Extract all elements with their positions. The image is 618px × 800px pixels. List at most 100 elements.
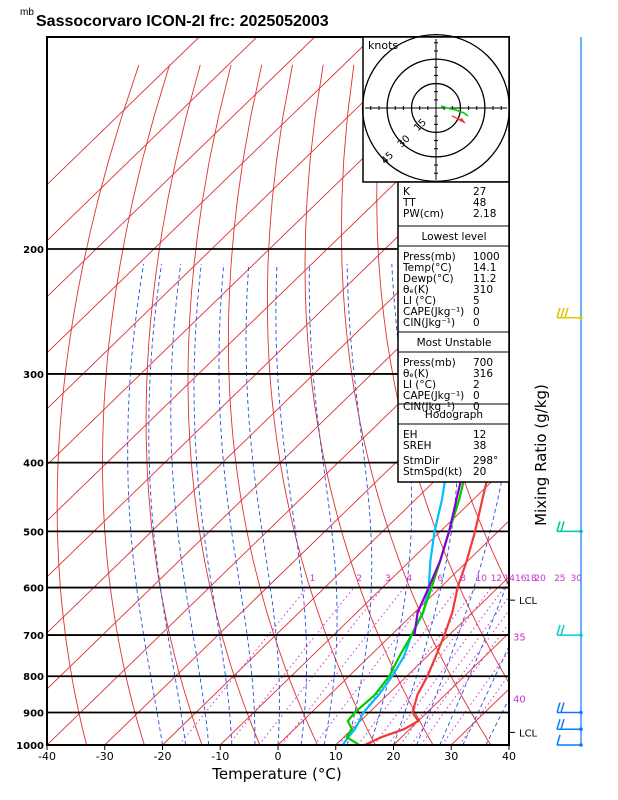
moist-adiabat xyxy=(508,744,509,745)
mixing-ratio-label: 16 xyxy=(515,574,527,584)
isotherm-line xyxy=(277,520,509,745)
mixing-ratio-label: 10 xyxy=(475,574,487,584)
mixing-ratio-label: 4 xyxy=(406,574,412,584)
index-label: TT xyxy=(402,197,416,209)
dry-adiabat xyxy=(56,64,140,745)
hodograph-title: knots xyxy=(368,39,398,52)
right-axis-title: Mixing Ratio (g/kg) xyxy=(532,384,550,526)
dry-adiabat xyxy=(507,64,509,131)
param-value: 298° xyxy=(473,455,498,467)
moist-adiabat xyxy=(193,263,233,745)
mixing-ratio-label: 1 xyxy=(310,574,316,584)
isotherm-line xyxy=(47,37,431,410)
mixing-ratio-line xyxy=(228,587,355,745)
wind-barb-flag xyxy=(556,702,561,713)
height-label: 35 xyxy=(513,632,526,643)
pressure-unit-label: mb xyxy=(20,7,34,18)
dry-adiabat xyxy=(376,64,509,684)
isotherm-line xyxy=(47,37,316,298)
param-label: StmSpd(kt) xyxy=(403,466,462,478)
right-margin-labels: LCL LCL 35 40 xyxy=(509,596,538,739)
mixing-ratio-label: 3 xyxy=(385,574,391,584)
x-tick-label: -40 xyxy=(38,750,56,763)
mixing-ratio-line xyxy=(178,587,308,745)
mixing-ratio-label: 18 xyxy=(525,574,537,584)
moist-adiabat xyxy=(127,263,163,745)
x-axis-title: Temperature (°C) xyxy=(211,765,341,783)
index-label: K xyxy=(403,186,411,198)
moist-adiabat xyxy=(148,263,187,745)
x-tick-label: -10 xyxy=(211,750,229,763)
index-value: 27 xyxy=(473,186,486,198)
section-title: Lowest level xyxy=(421,231,486,243)
x-tick-label: 30 xyxy=(444,750,458,763)
pressure-tick-label: 800 xyxy=(23,672,44,683)
isotherm-line xyxy=(47,37,200,186)
x-tick-label: -30 xyxy=(96,750,114,763)
pressure-tick-label: 600 xyxy=(23,584,44,595)
moist-adiabat xyxy=(416,263,509,745)
parameter-table: K 27 TT 48 PW(cm) 2.18 Lowest level Press(mb) 10… xyxy=(397,181,510,483)
lcl-label: LCL xyxy=(519,596,538,607)
param-label: EH xyxy=(403,429,418,441)
param-value: 5 xyxy=(473,295,480,307)
dry-adiabat xyxy=(187,64,261,745)
isotherm-line xyxy=(47,37,258,242)
moist-adiabat xyxy=(170,263,210,745)
section-title: Most Unstable xyxy=(417,337,492,349)
param-value: 316 xyxy=(473,368,493,380)
wind-barb xyxy=(556,521,583,534)
param-label: Press(mb) xyxy=(403,357,456,369)
moist-adiabat xyxy=(275,263,308,745)
x-tick-label: 0 xyxy=(275,750,282,763)
param-value: 38 xyxy=(473,440,486,452)
mixing-ratio-label: 20 xyxy=(534,574,546,584)
param-value: 20 xyxy=(473,466,486,478)
param-value: 11.2 xyxy=(473,273,496,285)
mixing-ratio-line xyxy=(281,587,405,745)
wind-barb-flag xyxy=(560,624,565,636)
wind-barb-flag xyxy=(556,624,561,636)
wind-barb-flag xyxy=(556,734,561,746)
hodograph-trace xyxy=(440,105,469,117)
wind-barb-flag xyxy=(556,521,561,532)
index-label: PW(cm) xyxy=(403,208,444,220)
param-label: Press(mb) xyxy=(403,251,456,263)
x-tick-label: 10 xyxy=(329,750,343,763)
wind-barb-flag xyxy=(560,702,565,713)
wind-barb-flag xyxy=(564,307,569,318)
wind-barb-flag xyxy=(556,718,561,730)
wind-barb-dot xyxy=(579,529,583,534)
param-label: LI (°C) xyxy=(403,295,436,307)
moist-adiabat xyxy=(369,263,413,745)
wind-barb-flag xyxy=(560,307,565,318)
mixing-ratio-label: 14 xyxy=(504,574,516,584)
dry-adiabat xyxy=(102,64,171,745)
storm-motion-line xyxy=(451,115,464,122)
mixing-ratio-line xyxy=(420,622,509,745)
param-value: 310 xyxy=(473,284,493,296)
thermo-background xyxy=(47,37,509,745)
x-tick-label: -20 xyxy=(154,750,172,763)
pressure-tick-label: 200 xyxy=(23,245,44,256)
wind-barbs xyxy=(556,37,583,747)
pressure-tick-label: 500 xyxy=(23,527,44,538)
pressure-tick-label: 900 xyxy=(23,709,44,720)
mixing-ratio-label: 6 xyxy=(437,574,443,584)
wind-barb-dot xyxy=(579,315,583,320)
param-label: θₑ(K) xyxy=(403,284,429,296)
param-label: CIN(Jkg⁻¹) xyxy=(403,317,455,329)
x-tick-label: 40 xyxy=(502,750,516,763)
param-label: CAPE(Jkg⁻¹) xyxy=(403,306,464,318)
param-value: 12 xyxy=(473,429,486,441)
param-value: 1000 xyxy=(473,251,500,263)
dry-adiabat xyxy=(145,64,203,745)
pressure-tick-label: 300 xyxy=(23,370,44,381)
wind-barb-dot xyxy=(579,710,583,715)
wind-barb-flag xyxy=(560,718,565,730)
pressure-tick-label: 400 xyxy=(23,459,44,470)
isotherm-line xyxy=(47,184,509,634)
lcl-label: LCL xyxy=(519,728,538,739)
